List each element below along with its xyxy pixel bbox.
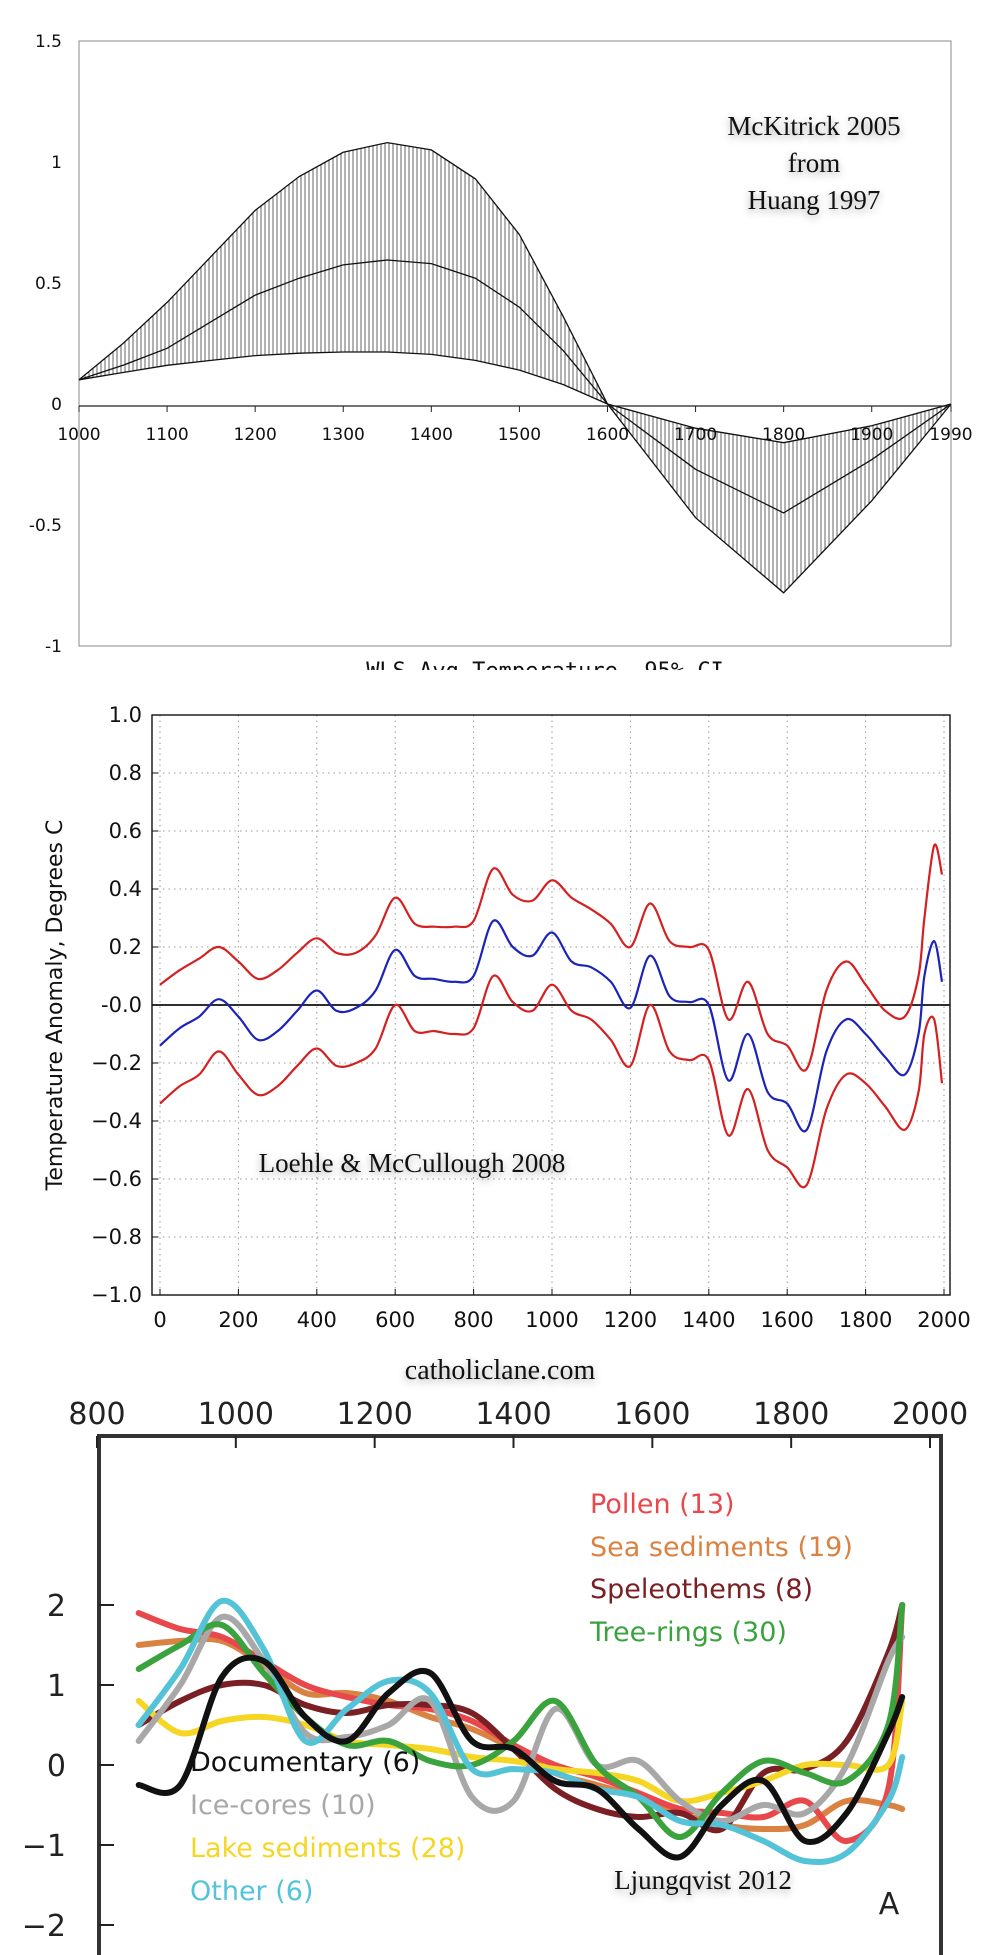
x-tick-label: 200: [218, 1308, 258, 1332]
series-line-tree: [135, 1602, 906, 1840]
y-tick-label: 2: [47, 1589, 66, 1624]
y-tick-label: 1: [51, 153, 62, 173]
mckitrick-plot-frame: [78, 40, 952, 647]
legend-entry-speleo: Speleothems (8): [590, 1574, 813, 1605]
x-tick-label: 1700: [674, 425, 717, 445]
lower-bound-line: [78, 351, 952, 444]
y-tick-label: 0: [51, 395, 62, 415]
x-tick-label: 0: [153, 1308, 166, 1332]
x-tick-label: 2000: [917, 1308, 970, 1332]
ljungqvist-legend: Pollen (13) Sea sediments (19) Speleothems…: [190, 1489, 853, 1907]
loehle-annotation: Loehle & McCullough 2008: [259, 1148, 566, 1178]
mean-line: [78, 259, 952, 514]
y-tick-label: 0.2: [109, 935, 142, 959]
x-tick-label: 1600: [586, 425, 629, 445]
x-tick-label: 1100: [145, 425, 188, 445]
x-tick-label: 600: [375, 1308, 415, 1332]
x-tick-label: 1000: [57, 425, 100, 445]
ljungqvist-plot-frame: [97, 1434, 943, 1955]
y-tick-label: −0.4: [91, 1109, 142, 1133]
x-tick-label: 1800: [753, 1397, 829, 1432]
y-tick-label: −0.6: [91, 1167, 142, 1191]
panel-letter: A: [879, 1887, 900, 1922]
annotation-line-3: Huang 1997: [748, 185, 881, 215]
mckitrick-chart: 1.510.50-0.5-1 1000 1100 1200 1300 1400 1500 1…: [29, 32, 973, 670]
loehle-chart: 1.00.80.60.40.2-0.0−0.2−0.4−0.6−0.8−1.0 …: [43, 703, 971, 1332]
mckitrick-series-lines: [78, 141, 952, 594]
lower-ci-line: [159, 974, 944, 1189]
y-tick-label: 0.4: [109, 877, 142, 901]
x-tick-label: 1500: [498, 425, 541, 445]
y-tick-label: −0.8: [91, 1225, 142, 1249]
ljungqvist-series-lines: [135, 1597, 906, 1865]
y-tick-label: -1: [45, 637, 62, 657]
x-tick-label: 1400: [682, 1308, 735, 1332]
legend-entry-lake: Lake sediments (28): [190, 1833, 465, 1864]
y-tick-label: 0.8: [109, 761, 142, 785]
y-tick-label: 0: [47, 1749, 66, 1784]
x-tick-label: 400: [297, 1308, 337, 1332]
legend-entry-pollen: Pollen (13): [590, 1489, 735, 1520]
x-tick-label: 1000: [525, 1308, 578, 1332]
legend-entry-documentary: Documentary (6): [190, 1747, 420, 1778]
y-tick-label: −2: [22, 1909, 66, 1944]
legend-entry-sea: Sea sediments (19): [590, 1532, 853, 1563]
y-tick-label: −1.0: [91, 1283, 142, 1307]
loehle-x-ticks: 0 200 400 600 800 1000 1200 1400 1600 1800 2000: [153, 1289, 971, 1332]
ljungqvist-x-ticks: 800 1000 1200 1400 1600 1800 2000: [68, 1397, 968, 1448]
y-tick-label: −1: [22, 1829, 66, 1864]
loehle-y-label: Temperature Anomaly, Degrees C: [43, 820, 68, 1192]
x-tick-label: 800: [68, 1397, 125, 1432]
x-tick-label: 1400: [410, 425, 453, 445]
mckitrick-x-label: WLS Avg Temperature, 95% CI: [366, 659, 724, 670]
x-tick-label: 1600: [760, 1308, 813, 1332]
loehle-series-lines: [159, 843, 944, 1189]
legend-entry-tree: Tree-rings (30): [589, 1617, 787, 1648]
y-tick-label: 0.5: [35, 274, 62, 294]
y-tick-label: −0.2: [91, 1051, 142, 1075]
annotation-line-2: from: [788, 148, 840, 178]
hatched-band: [79, 142, 951, 593]
watermark-layer: catholiclane.com: [405, 1355, 596, 1386]
y-tick-label: -0.0: [101, 993, 142, 1017]
legend-entry-ice: Ice-cores (10): [190, 1790, 376, 1821]
y-tick-label: 1: [47, 1669, 66, 1704]
confidence-band: [79, 142, 951, 593]
series-line-other: [135, 1597, 906, 1865]
x-tick-label: 800: [454, 1308, 494, 1332]
mean-series-line: [159, 919, 944, 1133]
x-tick-label: 1400: [475, 1397, 551, 1432]
x-tick-label: 1990: [929, 425, 972, 445]
legend-entry-other: Other (6): [190, 1876, 314, 1907]
mckitrick-x-ticks: 1000 1100 1200 1300 1400 1500 1600 1700 1800 1900…: [57, 406, 973, 445]
watermark: catholiclane.com: [405, 1355, 596, 1386]
y-tick-label: 1.0: [109, 703, 142, 727]
x-tick-label: 1900: [850, 425, 893, 445]
x-tick-label: 1200: [234, 425, 277, 445]
loehle-y-ticks: 1.0 0.8 0.6 0.4 0.2 -0.0 −0.2 −0.4 −0.6 −0.8 −1.0: [91, 703, 158, 1307]
ljungqvist-chart: 2 1 0 −1 −2 800 1000 1200 1400 1600 1800 2000 Poll…: [22, 1397, 968, 1955]
x-tick-label: 1600: [614, 1397, 690, 1432]
y-tick-label: 1.5: [35, 32, 62, 52]
x-tick-label: 1300: [322, 425, 365, 445]
ljungqvist-y-ticks: 2 1 0 −1 −2: [22, 1589, 114, 1944]
y-tick-label: 0.6: [109, 819, 142, 843]
upper-bound-line: [78, 141, 952, 594]
mckitrick-y-ticks: 1.5 1 0.5 0 -0.5 -1: [29, 32, 62, 657]
x-tick-label: 2000: [892, 1397, 968, 1432]
x-tick-label: 1800: [762, 425, 805, 445]
series-line-documentary: [135, 1654, 906, 1861]
x-tick-label: 1200: [336, 1397, 412, 1432]
y-tick-label: -0.5: [29, 516, 62, 536]
annotation-line-1: McKitrick 2005: [727, 111, 900, 141]
upper-ci-line: [159, 843, 944, 1072]
x-tick-label: 1200: [604, 1308, 657, 1332]
x-tick-label: 1000: [198, 1397, 274, 1432]
ljungqvist-annotation: Ljungqvist 2012: [614, 1865, 792, 1895]
x-tick-label: 1800: [839, 1308, 892, 1332]
mckitrick-annotation: McKitrick 2005 from Huang 1997: [727, 111, 900, 215]
series-line-speleo: [135, 1602, 906, 1834]
